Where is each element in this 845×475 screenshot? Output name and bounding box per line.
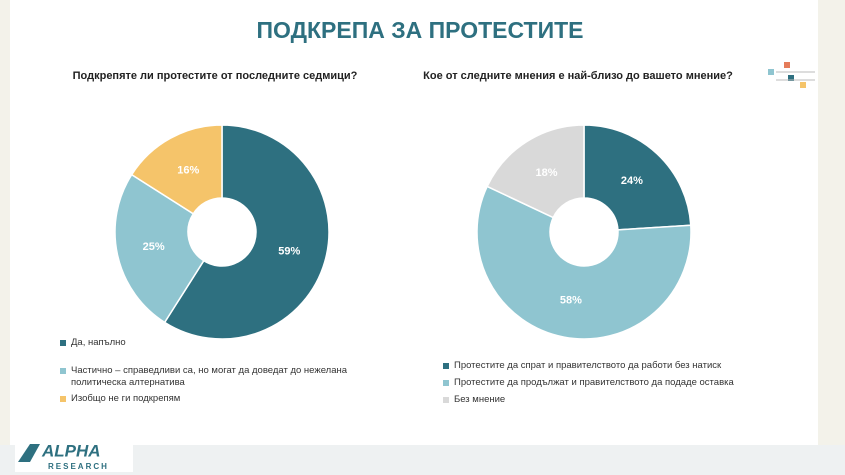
- value-label: 18%: [535, 167, 557, 179]
- slice: [486, 124, 585, 219]
- border-right: [818, 0, 845, 475]
- legend-label: Частично – справедливи са, но могат да д…: [71, 365, 348, 388]
- legend-label: Изобщо не ги подкрепям: [71, 393, 181, 404]
- deco: [784, 62, 790, 68]
- slice: [476, 185, 692, 340]
- logo-subtitle: RESEARCH: [48, 462, 109, 471]
- slice: [163, 124, 330, 340]
- logo-mark: [18, 444, 40, 462]
- value-label: 25%: [143, 241, 165, 253]
- legend-item: Без мнение: [443, 394, 773, 406]
- legend-item: Изобщо не ги подкрепям: [60, 393, 390, 405]
- legend-swatch: [443, 380, 449, 386]
- snow-strip: [0, 445, 845, 475]
- slice: [130, 124, 223, 215]
- legend-swatch: [443, 363, 449, 369]
- legend-swatch: [60, 396, 66, 402]
- legend-item: Протестите да спрат и правителството да …: [443, 360, 773, 372]
- deco: [768, 69, 774, 75]
- chart-title: Подкрепяте ли протестите от последните с…: [73, 70, 358, 82]
- legend-swatch: [60, 368, 66, 374]
- border-left: [0, 0, 10, 475]
- legend-item: Протестите да продължат и правителството…: [443, 377, 773, 389]
- value-label: 58%: [560, 295, 582, 307]
- legend-swatch: [60, 340, 66, 346]
- value-label: 24%: [621, 175, 643, 187]
- slice: [114, 173, 205, 324]
- slice: [583, 124, 692, 231]
- value-label: 16%: [177, 165, 199, 177]
- value-label: 59%: [278, 245, 300, 257]
- deco: [788, 75, 794, 81]
- legend-item: Да, напълно: [60, 337, 390, 349]
- legend-label: Протестите да продължат и правителството…: [454, 377, 734, 388]
- deco: [800, 82, 806, 88]
- legend-item: Частично – справедливи са, но могат да д…: [60, 365, 390, 389]
- logo-name: ALPHA: [41, 441, 101, 460]
- chart-title: Кое от следните мнения е най-близо до ва…: [423, 70, 733, 82]
- legend-label: Без мнение: [454, 394, 506, 405]
- legend-swatch: [443, 397, 449, 403]
- page-title: ПОДКРЕПА ЗА ПРОТЕСТИТЕ: [256, 17, 583, 43]
- legend-label: Да, напълно: [71, 337, 126, 348]
- legend-label: Протестите да спрат и правителството да …: [454, 360, 722, 371]
